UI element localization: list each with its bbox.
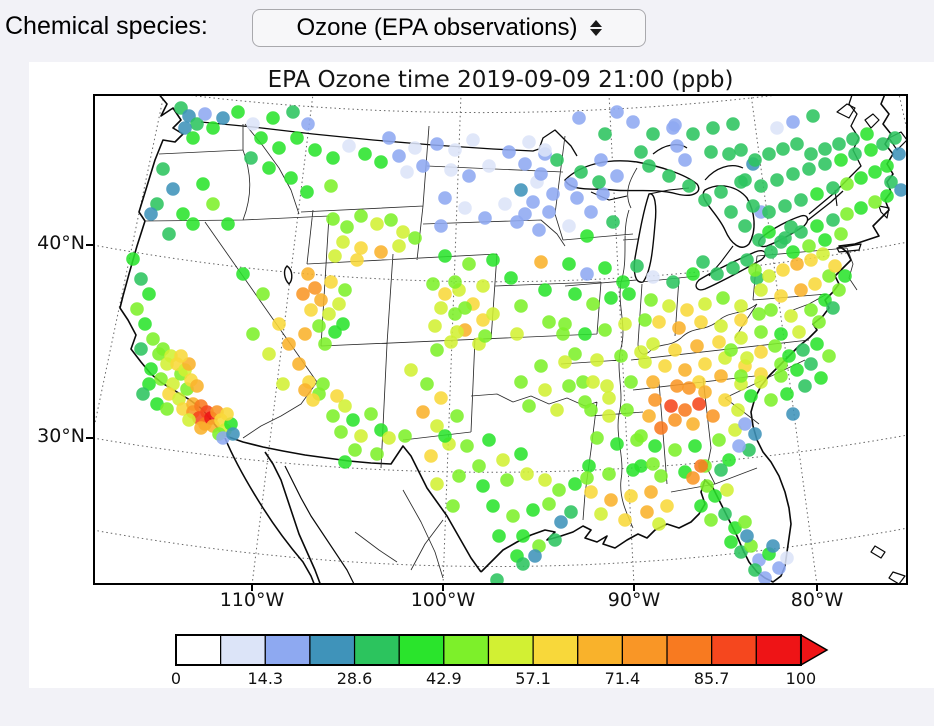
colorbar-tick-label: 14.3 bbox=[247, 669, 284, 688]
x-tickmark bbox=[251, 585, 253, 591]
map-axes: 40°N 30°N 110°W 100°W 90°W 80°W bbox=[29, 62, 934, 688]
x-tickmark bbox=[816, 585, 818, 591]
colorbar-tick-label: 0 bbox=[170, 669, 182, 688]
colorbar-tick-label: 57.1 bbox=[515, 669, 551, 688]
colorbar-tick-label: 85.7 bbox=[693, 669, 730, 688]
colorbar: 0 14.3 28.6 42.9 57.1 71.4 85.7 100 bbox=[171, 633, 855, 688]
state-borders bbox=[144, 123, 858, 579]
y-axis-label-30n: 30°N bbox=[37, 425, 85, 447]
colorbar-gradient bbox=[175, 633, 829, 667]
y-tickmark bbox=[86, 437, 93, 439]
x-axis-label-80w: 80°W bbox=[790, 589, 844, 611]
colorbar-tick-label: 28.6 bbox=[336, 669, 373, 688]
colorbar-tick-label: 42.9 bbox=[426, 669, 462, 688]
observation-dots bbox=[126, 101, 908, 585]
figure-canvas: EPA Ozone time 2019-09-09 21:00 (ppb) bbox=[29, 62, 934, 688]
species-label: Chemical species: bbox=[5, 12, 208, 40]
y-tickmark bbox=[86, 244, 93, 246]
dropdown-updown-arrows-icon bbox=[589, 20, 602, 36]
x-tickmark bbox=[633, 585, 635, 591]
x-axis-label-110w: 110°W bbox=[219, 589, 285, 611]
species-control-bar: Chemical species: Ozone (EPA observation… bbox=[0, 0, 934, 62]
colorbar-tick-label: 71.4 bbox=[604, 669, 641, 688]
species-dropdown-value: Ozone (EPA observations) bbox=[296, 14, 578, 41]
coastlines bbox=[119, 94, 908, 585]
us-observation-map[interactable] bbox=[93, 94, 908, 585]
species-dropdown[interactable]: Ozone (EPA observations) bbox=[252, 9, 646, 47]
map-frame bbox=[93, 94, 908, 585]
x-axis-label-90w: 90°W bbox=[607, 589, 661, 611]
x-axis-label-100w: 100°W bbox=[410, 589, 476, 611]
graticule-lines bbox=[93, 94, 908, 585]
x-tickmark bbox=[442, 585, 444, 591]
y-axis-label-40n: 40°N bbox=[37, 232, 85, 254]
colorbar-tick-label: 100 bbox=[785, 669, 817, 688]
figure-title: EPA Ozone time 2019-09-09 21:00 (ppb) bbox=[267, 67, 734, 93]
